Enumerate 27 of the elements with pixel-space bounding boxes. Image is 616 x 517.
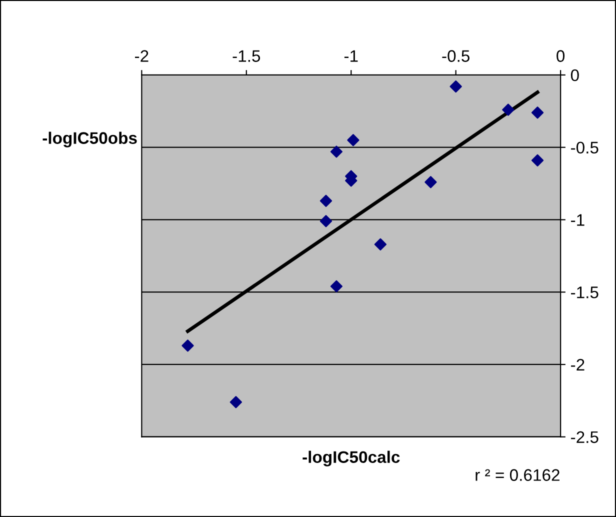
point bbox=[374, 238, 387, 250]
point bbox=[320, 194, 332, 207]
x-tick-label: -1.5 bbox=[232, 50, 260, 62]
text: r ² = 0.6162 bbox=[476, 469, 560, 481]
y-tick-label: -1.5 bbox=[571, 286, 598, 298]
y-tick-label: -2.5 bbox=[571, 431, 598, 444]
point bbox=[531, 154, 544, 166]
x-tick-label: -2 bbox=[135, 50, 148, 62]
point bbox=[182, 340, 194, 352]
x-tick-label: 0 bbox=[556, 50, 565, 62]
point bbox=[230, 396, 242, 408]
x-axis-title: -logIC50calc bbox=[302, 450, 400, 466]
x-tick-label: -1 bbox=[344, 50, 358, 62]
point bbox=[424, 176, 437, 188]
point bbox=[320, 215, 332, 228]
point bbox=[330, 280, 343, 292]
point bbox=[347, 134, 360, 146]
point bbox=[450, 80, 462, 93]
y-axis-title: -logIC50obs bbox=[42, 132, 137, 148]
point bbox=[531, 106, 544, 119]
y-tick-label: -2 bbox=[571, 358, 584, 371]
point bbox=[330, 146, 343, 158]
y-tick-label: -0.5 bbox=[571, 142, 598, 154]
y-tick-label: 0 bbox=[570, 69, 579, 82]
y-tick-label: -1 bbox=[571, 214, 584, 226]
point bbox=[502, 104, 514, 116]
x-tick-label: -0.5 bbox=[442, 50, 470, 62]
